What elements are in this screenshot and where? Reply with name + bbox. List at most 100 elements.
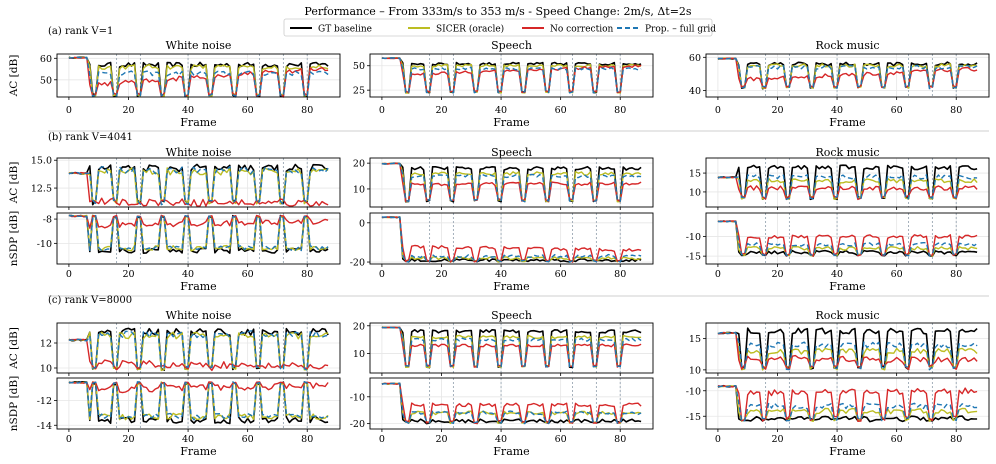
prop-full-grid-line: [381, 216, 642, 263]
prop-full-grid-line: [381, 162, 642, 203]
x-tick-label: 20: [122, 434, 134, 445]
x-tick-label: 40: [495, 269, 507, 280]
panel-frame: [56, 53, 341, 98]
x-tick-label: 20: [435, 434, 447, 445]
y-tick-label: 10: [40, 364, 52, 375]
x-tick-label: 80: [301, 434, 313, 445]
y-tick-label: 15: [689, 169, 701, 180]
legend-label: Prop. – full grid: [645, 25, 716, 35]
panel-title: White noise: [166, 39, 232, 52]
gt-baseline-line: [381, 382, 642, 425]
x-tick-label: 80: [950, 269, 962, 280]
x-tick-label: 20: [435, 269, 447, 280]
x-tick-label: 60: [891, 105, 903, 116]
prop-full-grid-line: [68, 214, 329, 252]
x-tick-label: 60: [891, 434, 903, 445]
prop-full-grid-line: [717, 385, 978, 422]
figure-title: Performance – From 333m/s to 353 m/s - S…: [304, 5, 691, 18]
panel-frame: [369, 377, 654, 430]
x-tick-label: 20: [771, 434, 783, 445]
panel-frame: [369, 322, 654, 374]
sicer-oracle-line: [717, 331, 978, 371]
x-tick-label: 40: [495, 434, 507, 445]
panel-title: Rock music: [815, 39, 879, 52]
section-label: (a) rank V=1: [48, 26, 113, 37]
prop-full-grid-line: [381, 57, 642, 94]
x-tick-label: 0: [379, 105, 385, 116]
panel: White noise 12.5 15.0: [31, 146, 341, 210]
panel-frame: [56, 157, 341, 208]
x-tick-label: 40: [831, 434, 843, 445]
panel-frame: [56, 212, 341, 265]
panel-frame: [705, 377, 990, 430]
y-tick-label: -10: [350, 392, 365, 403]
y-axis-label: AC [dB]: [8, 327, 20, 370]
y-axis-label: nSDP [dB]: [8, 211, 20, 266]
y-tick-label: -10: [686, 232, 701, 243]
x-tick-label: 40: [495, 105, 507, 116]
x-tick-label: 0: [715, 434, 721, 445]
x-tick-label: 40: [831, 105, 843, 116]
panel: Speech 25 50 0 20 40 60 80 Frame: [353, 39, 654, 129]
x-tick-label: 80: [614, 269, 626, 280]
panel-frame: [705, 212, 990, 265]
legend-label: GT baseline: [318, 25, 372, 35]
x-tick-label: 20: [122, 105, 134, 116]
legend-label: No correction: [550, 25, 613, 35]
x-tick-label: 80: [950, 105, 962, 116]
panel-frame: [369, 53, 654, 98]
x-axis-label: Frame: [180, 445, 216, 458]
x-axis-label: Frame: [493, 116, 529, 129]
y-axis-label: nSDP [dB]: [8, 376, 20, 431]
section: (a) rank V=1 AC [dB] White noise 50 60 0 20 40 6…: [8, 26, 990, 132]
section: (b) rank V=4041 AC [dB] White noise 12.5 15.…: [8, 132, 990, 297]
x-axis-label: Frame: [180, 280, 216, 293]
prop-full-grid-line: [68, 56, 329, 98]
section: (c) rank V=8000 AC [dB] White noise 10 12 Spe…: [8, 295, 990, 458]
no-correction-line: [381, 382, 642, 425]
y-tick-label: -14: [37, 421, 52, 432]
no-correction-line: [68, 381, 329, 394]
x-tick-label: 0: [715, 269, 721, 280]
y-tick-label: 20: [353, 159, 365, 170]
prop-full-grid-line: [68, 165, 329, 206]
y-tick-label: -8: [43, 215, 52, 226]
y-tick-label: 60: [689, 53, 701, 64]
prop-full-grid-line: [717, 173, 978, 201]
y-tick-label: 50: [40, 75, 52, 86]
panel: Rock music 10 15: [689, 146, 990, 210]
x-tick-label: 40: [831, 269, 843, 280]
no-correction-line: [381, 216, 642, 263]
prop-full-grid-line: [68, 330, 329, 371]
x-tick-label: 0: [379, 434, 385, 445]
x-tick-label: 60: [555, 434, 567, 445]
sicer-oracle-line: [381, 382, 642, 425]
panel: -15 -10 0 20 40 60 80 Frame: [686, 377, 990, 458]
prop-full-grid-line: [381, 326, 642, 369]
x-tick-label: 0: [66, 434, 72, 445]
x-tick-label: 20: [771, 105, 783, 116]
y-tick-label: 10: [353, 349, 365, 360]
panel-frame: [705, 53, 990, 98]
panel-title: Rock music: [815, 309, 879, 322]
x-tick-label: 60: [242, 105, 254, 116]
x-axis-label: Frame: [829, 445, 865, 458]
x-tick-label: 60: [555, 105, 567, 116]
x-tick-label: 80: [614, 105, 626, 116]
y-tick-label: 10: [689, 187, 701, 198]
prop-full-grid-line: [717, 331, 978, 371]
y-tick-label: 15.0: [31, 156, 52, 167]
gt-baseline-line: [717, 164, 978, 201]
panel: Speech 10 20: [353, 309, 654, 376]
no-correction-line: [717, 385, 978, 422]
prop-full-grid-line: [717, 220, 978, 257]
y-tick-label: 60: [40, 54, 52, 65]
x-tick-label: 40: [182, 105, 194, 116]
panel-title: Speech: [491, 39, 532, 52]
panel: Speech 10 20: [353, 146, 654, 210]
x-tick-label: 20: [435, 105, 447, 116]
panel-title: Rock music: [815, 146, 879, 159]
y-tick-label: -10: [37, 239, 52, 250]
sicer-oracle-line: [68, 214, 329, 252]
